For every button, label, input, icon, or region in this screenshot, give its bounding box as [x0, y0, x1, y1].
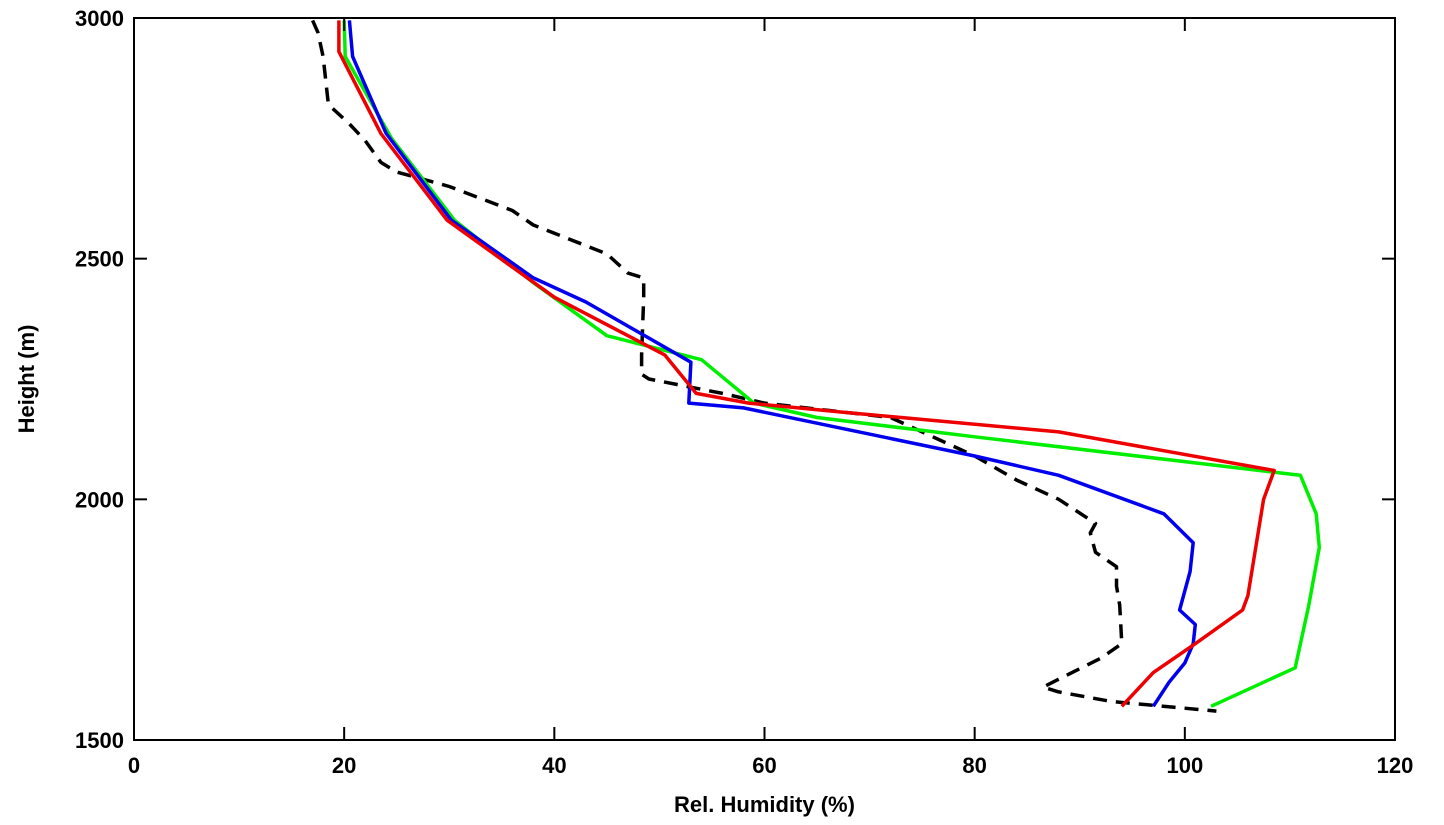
x-tick-label: 0	[128, 753, 140, 778]
y-tick-label: 1500	[75, 728, 124, 753]
axes-layer	[133, 17, 1396, 741]
plot-frame	[133, 17, 1396, 741]
y-tick-label: 2500	[75, 247, 124, 272]
x-tick-label: 80	[962, 753, 986, 778]
x-tick-label: 60	[752, 753, 776, 778]
x-axis-title: Rel. Humidity (%)	[674, 792, 855, 817]
ticks-layer: 0 20 40 60 80 100 120 1500 2000 2500 3000	[75, 6, 1413, 778]
series-line-3	[347, 20, 1198, 708]
y-tick-label: 3000	[75, 6, 124, 31]
series-line-1	[310, 19, 1217, 713]
x-tick-label: 120	[1377, 753, 1414, 778]
x-tick-label: 20	[332, 753, 356, 778]
y-axis-title: Height (m)	[14, 325, 39, 434]
y-tick-label: 2000	[75, 487, 124, 512]
x-tick-label: 100	[1166, 753, 1203, 778]
x-tick-label: 40	[542, 753, 566, 778]
series-line-2	[342, 20, 1322, 708]
series-line-4	[337, 20, 1276, 708]
series-layer	[310, 19, 1322, 713]
